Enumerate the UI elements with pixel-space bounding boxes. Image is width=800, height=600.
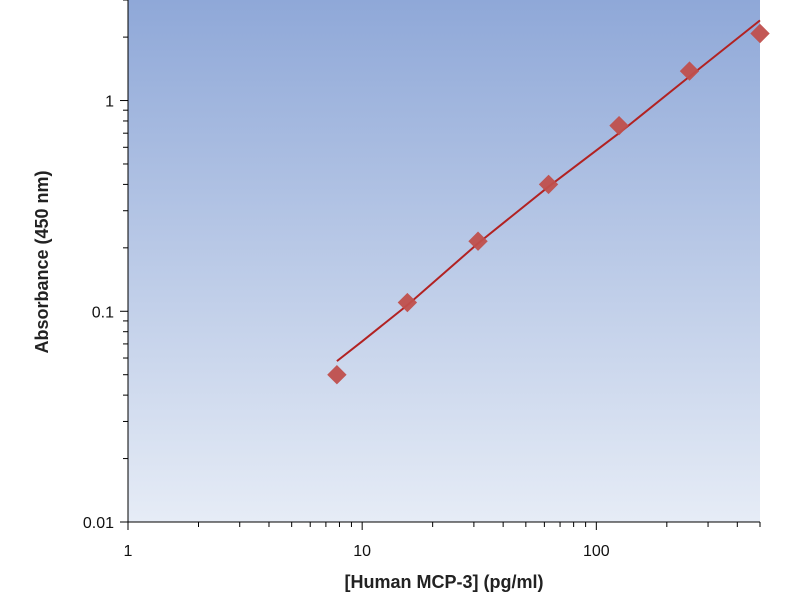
y-tick-label: 1	[105, 94, 114, 111]
data-point	[609, 115, 629, 136]
data-point	[538, 174, 559, 195]
fit-curve-line	[336, 19, 761, 362]
data-point	[327, 365, 347, 385]
data-point	[750, 23, 770, 44]
axes: 1 10 100 0.01 0.1 1	[83, 0, 761, 560]
y-axis-title: Absorbance (450 nm)	[32, 170, 52, 353]
plot-area	[128, 0, 760, 522]
x-tick-label: 100	[583, 543, 610, 560]
data-point	[468, 231, 488, 251]
y-tick-label: 0.1	[92, 304, 114, 321]
data-points-layer	[327, 23, 770, 385]
data-point	[679, 61, 700, 81]
data-point	[397, 292, 418, 313]
x-tick-label: 1	[124, 543, 133, 560]
y-tick-label: 0.01	[83, 515, 114, 532]
fit-curve-layer	[336, 19, 761, 362]
x-axis-title: [Human MCP-3] (pg/ml)	[345, 572, 544, 592]
x-tick-label: 10	[353, 543, 371, 560]
